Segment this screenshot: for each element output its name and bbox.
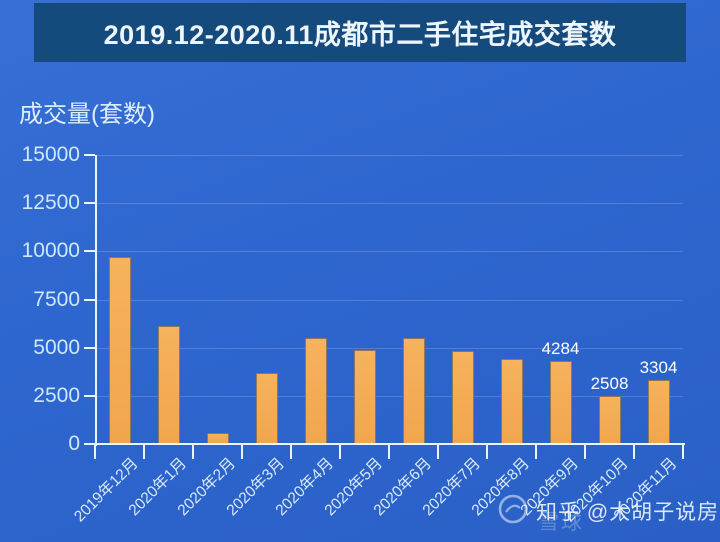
x-axis-tick — [633, 444, 635, 459]
bar — [304, 338, 327, 444]
y-axis-tick — [84, 154, 95, 156]
x-axis-line — [95, 443, 685, 445]
bar — [402, 338, 425, 444]
gridline — [95, 299, 683, 301]
watermark-text: 知乎 @大胡子说房 — [536, 501, 720, 524]
bar — [353, 349, 376, 444]
y-tick-label: 15000 — [21, 143, 80, 166]
bar — [500, 359, 523, 444]
x-axis-tick — [682, 444, 684, 459]
x-axis-tick — [192, 444, 194, 459]
bar — [598, 395, 621, 444]
title-banner: 2019.12-2020.11成都市二手住宅成交套数 — [34, 3, 686, 62]
x-axis-tick — [241, 444, 243, 459]
y-axis-tick — [84, 298, 95, 301]
x-axis-tick — [486, 444, 488, 459]
x-axis-tick — [290, 444, 292, 459]
bar-value-label: 3304 — [639, 358, 678, 378]
y-tick-label: 5000 — [33, 335, 80, 359]
y-tick-label: 2500 — [33, 383, 80, 407]
page-title: 2019.12-2020.11成都市二手住宅成交套数 — [103, 20, 617, 50]
x-axis-tick — [94, 444, 96, 459]
y-axis-tick — [84, 394, 95, 397]
gridline — [95, 347, 683, 349]
gridline — [95, 395, 683, 397]
gridline — [95, 155, 683, 156]
y-axis-tick — [84, 202, 95, 205]
x-axis-tick — [535, 444, 537, 459]
bar — [108, 257, 131, 444]
y-axis-tick — [84, 346, 95, 349]
y-tick-label: 10000 — [21, 239, 80, 263]
x-axis-tick — [388, 444, 390, 459]
y-axis-tick — [84, 250, 95, 253]
bar-value-label: 4284 — [541, 339, 580, 359]
y-tick-label: 12500 — [21, 191, 80, 215]
watermark-ghost-text: 雪球 — [538, 511, 584, 534]
gridline — [95, 251, 683, 253]
gridline — [95, 203, 683, 205]
bar-value-label: 2508 — [590, 373, 629, 393]
y-axis-line — [95, 155, 97, 446]
bar — [647, 380, 670, 444]
x-axis-tick — [339, 444, 341, 459]
bar — [549, 361, 572, 444]
y-tick-label: 0 — [68, 432, 80, 455]
bar — [451, 350, 474, 444]
y-tick-label: 7500 — [33, 287, 80, 311]
x-axis-tick — [584, 444, 586, 459]
x-axis-tick — [143, 444, 145, 459]
bar — [157, 326, 180, 444]
y-axis-title: 成交量(套数) — [19, 101, 155, 128]
bar — [255, 372, 278, 444]
y-axis-tick — [84, 443, 95, 445]
x-tick-label: 2019年12月 — [70, 454, 142, 526]
x-axis-tick — [437, 444, 439, 459]
xueqiu-snowball-logo-icon — [498, 494, 528, 529]
